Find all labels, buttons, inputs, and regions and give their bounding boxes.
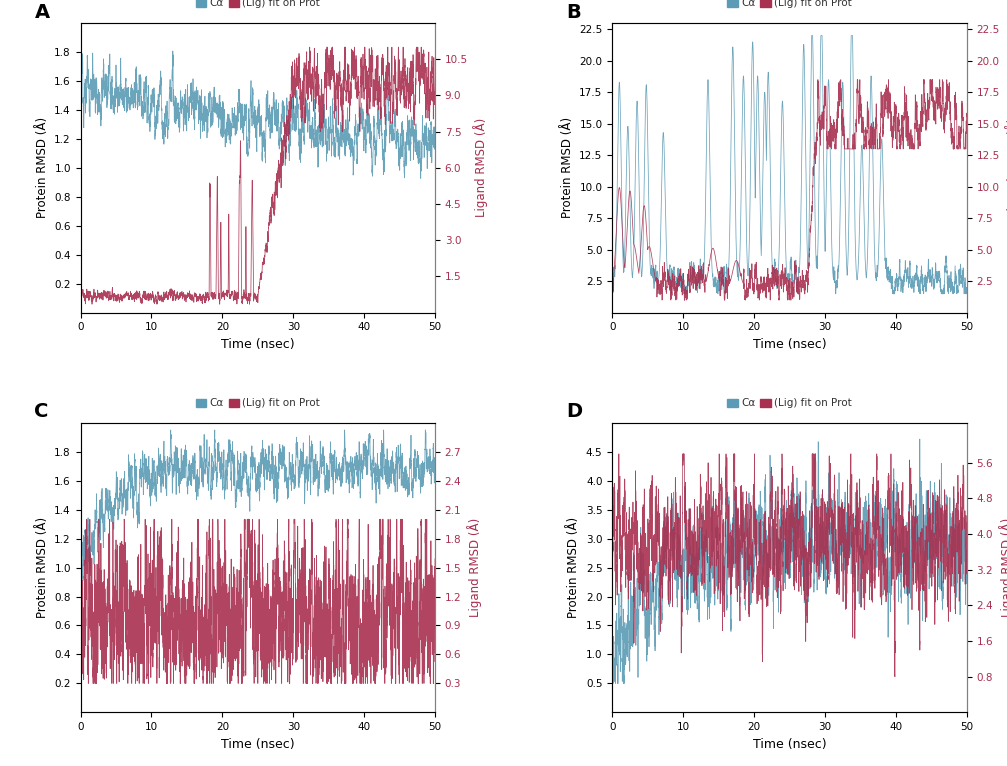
Legend: Cα, (Lig) fit on Prot: Cα, (Lig) fit on Prot [193,0,322,11]
X-axis label: Time (nsec): Time (nsec) [221,338,295,351]
Y-axis label: Protein RMSD (Å): Protein RMSD (Å) [35,517,48,618]
X-axis label: Time (nsec): Time (nsec) [221,738,295,751]
Legend: Cα, (Lig) fit on Prot: Cα, (Lig) fit on Prot [725,0,854,11]
Y-axis label: Protein RMSD (Å): Protein RMSD (Å) [35,117,48,218]
Text: A: A [34,3,49,21]
Y-axis label: Protein RMSD (Å): Protein RMSD (Å) [561,117,574,218]
Y-axis label: Ligand RMSD (Å): Ligand RMSD (Å) [473,118,488,218]
Y-axis label: Ligand RMSD (Å): Ligand RMSD (Å) [999,518,1007,617]
Legend: Cα, (Lig) fit on Prot: Cα, (Lig) fit on Prot [725,396,854,411]
Text: D: D [566,402,582,421]
Y-axis label: Ligand RMSD (Å): Ligand RMSD (Å) [467,518,482,617]
X-axis label: Time (nsec): Time (nsec) [752,738,827,751]
Y-axis label: Ligand RMSD (Å): Ligand RMSD (Å) [1005,118,1007,218]
Text: B: B [566,3,581,21]
X-axis label: Time (nsec): Time (nsec) [752,338,827,351]
Legend: Cα, (Lig) fit on Prot: Cα, (Lig) fit on Prot [193,396,322,411]
Y-axis label: Protein RMSD (Å): Protein RMSD (Å) [567,517,580,618]
Text: C: C [34,402,49,421]
